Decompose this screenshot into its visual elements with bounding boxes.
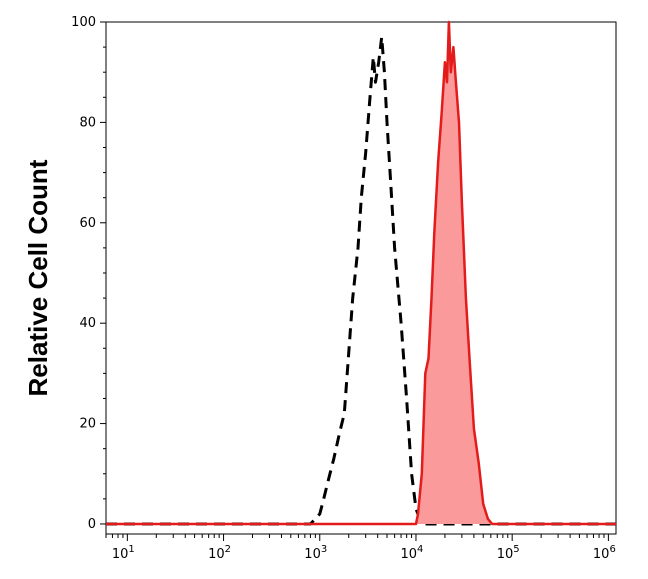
series-1-line bbox=[106, 20, 616, 526]
x-tick-exponent: 3 bbox=[321, 544, 327, 555]
x-tick-label: 101 bbox=[112, 544, 135, 562]
y-tick-label: 0 bbox=[88, 517, 96, 532]
series-1-fill bbox=[106, 22, 616, 524]
y-tick-label: 60 bbox=[79, 216, 96, 231]
x-tick-exponent: 2 bbox=[225, 544, 231, 555]
x-tick-exponent: 4 bbox=[417, 544, 423, 555]
x-tick-exponent: 1 bbox=[128, 544, 134, 555]
x-tick-label: 104 bbox=[401, 544, 424, 562]
y-tick-label: 100 bbox=[71, 15, 96, 30]
x-tick-label: 103 bbox=[304, 544, 327, 562]
series-0-line bbox=[106, 35, 616, 526]
x-tick-label: 105 bbox=[497, 544, 520, 562]
plot-frame bbox=[105, 21, 617, 535]
y-tick-label: 40 bbox=[79, 316, 96, 331]
x-tick-label: 106 bbox=[593, 544, 616, 562]
y-axis-label: Relative Cell Count bbox=[23, 159, 53, 396]
series-layer bbox=[106, 20, 616, 526]
y-tick-label: 80 bbox=[79, 115, 96, 130]
x-tick-label: 102 bbox=[208, 544, 231, 562]
x-tick-exponent: 5 bbox=[513, 544, 519, 555]
x-tick-exponent: 6 bbox=[609, 544, 615, 555]
axis-layer: 101 102 103 104 105 106 0 20 40 60 80 100 bbox=[71, 15, 616, 562]
y-tick-label: 20 bbox=[79, 417, 96, 432]
